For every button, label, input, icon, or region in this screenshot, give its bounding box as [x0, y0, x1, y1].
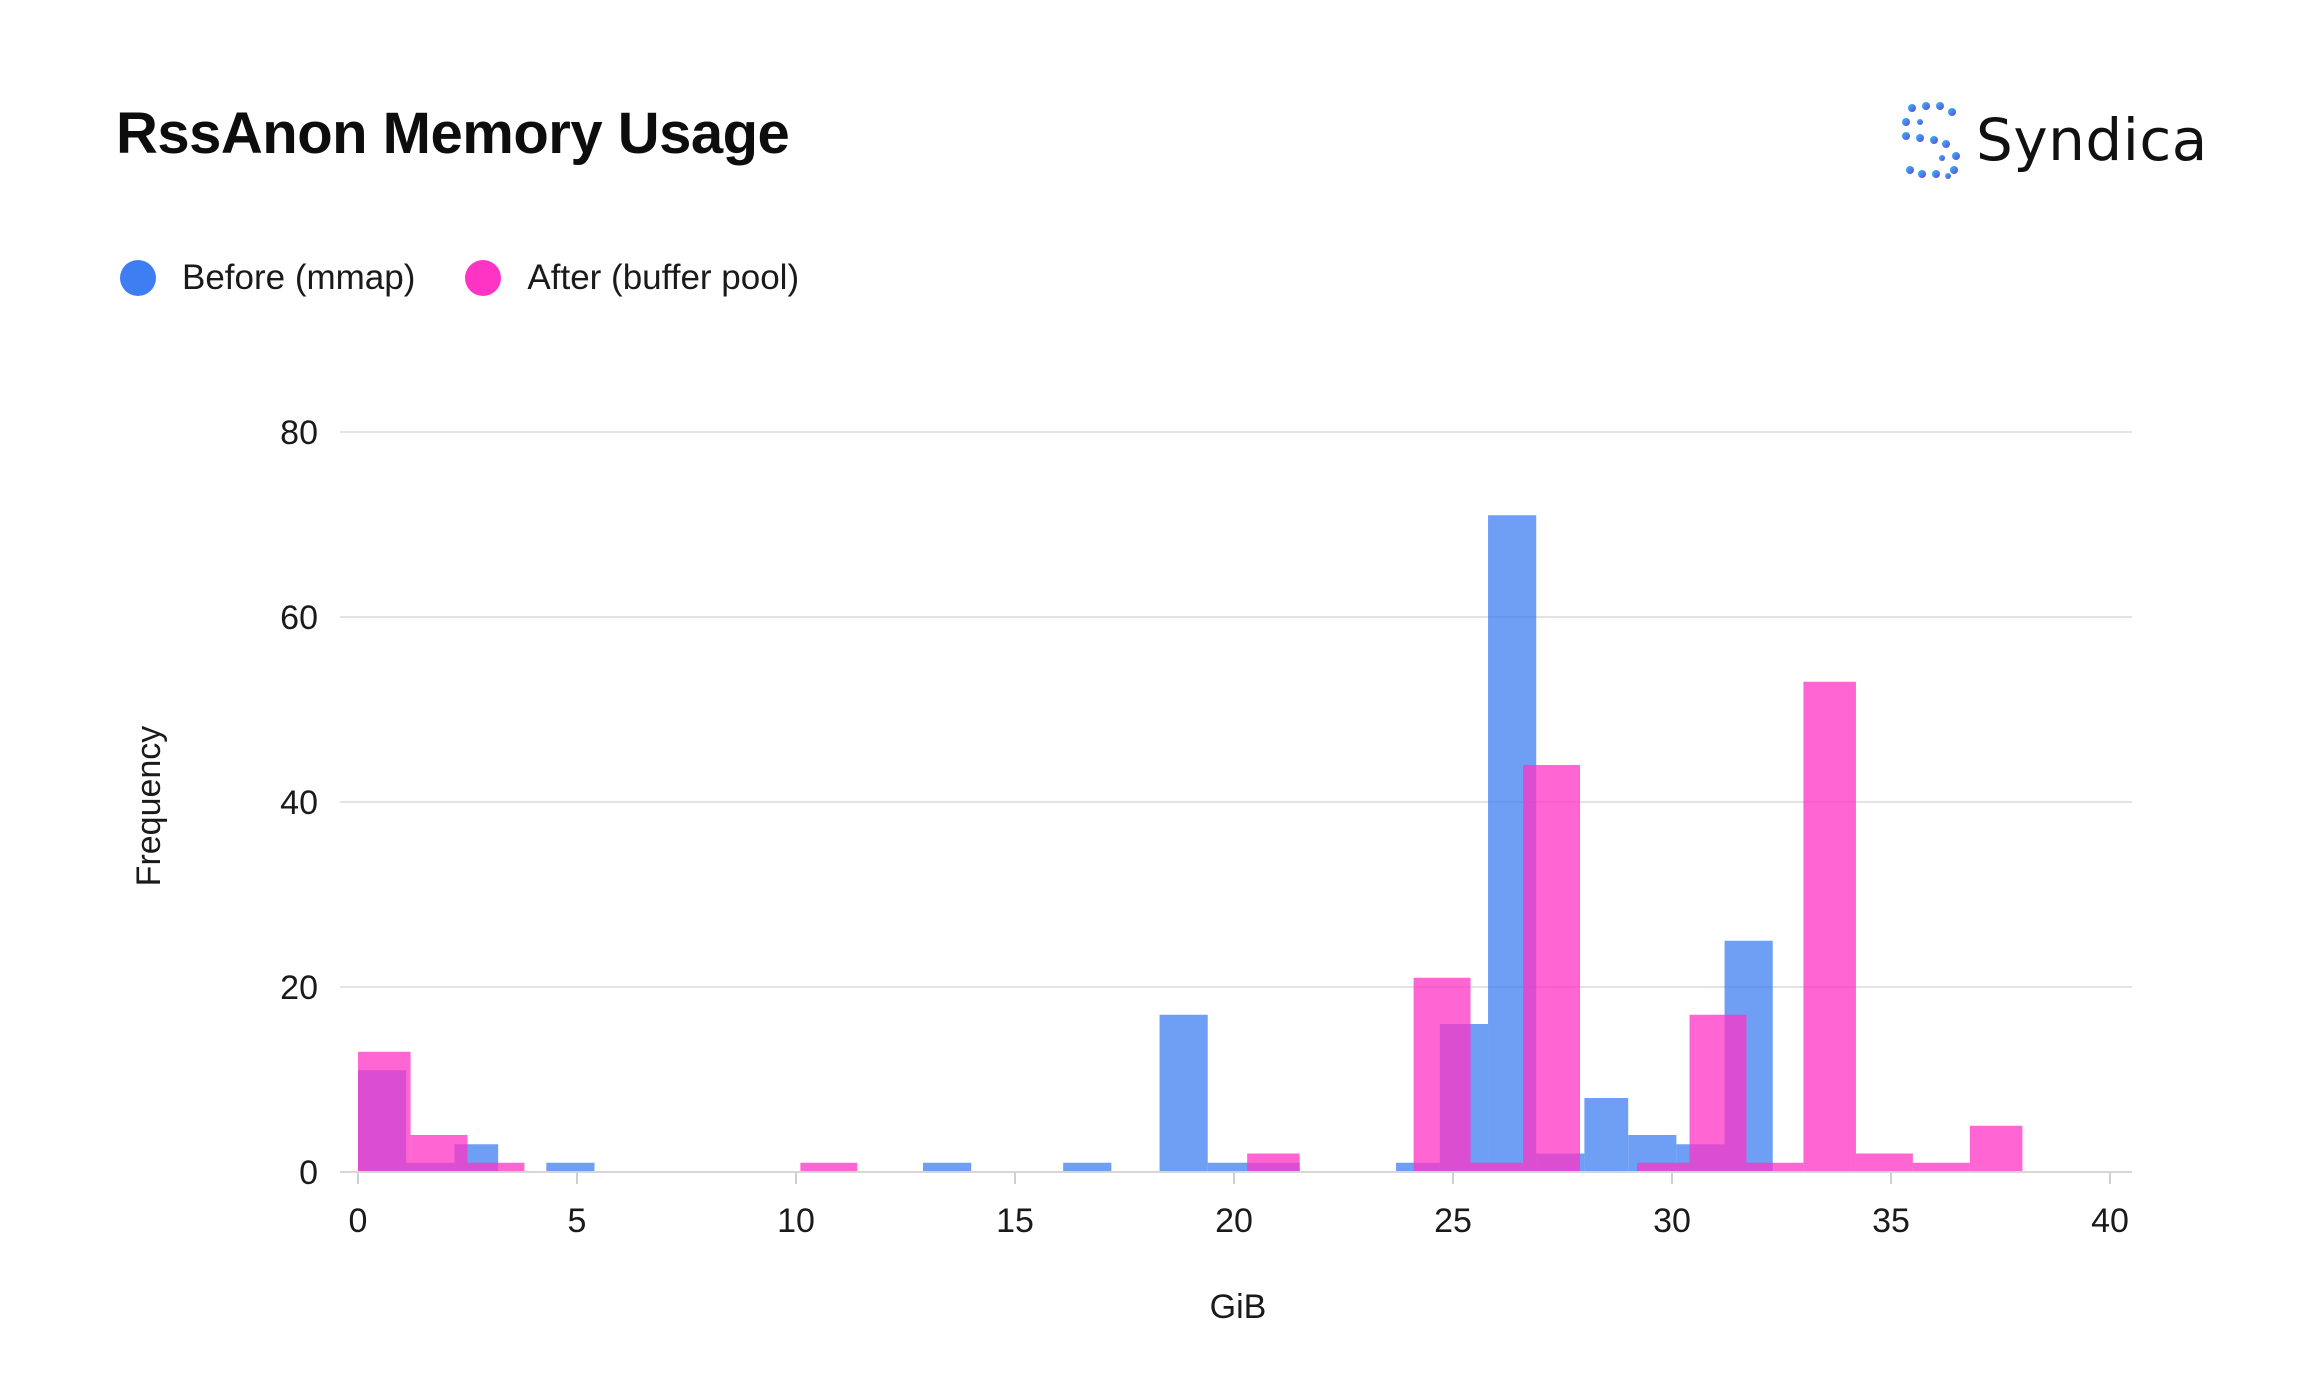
bar-after [1689, 1014, 1747, 1172]
bar-after [1969, 1125, 2023, 1172]
y-tick-label: 20 [280, 969, 318, 1007]
legend-label-after: After (buffer pool) [527, 258, 800, 297]
page-title: RssAnon Memory Usage [116, 101, 790, 166]
x-tick-label: 10 [777, 1202, 815, 1240]
x-tick-label: 35 [1872, 1202, 1910, 1240]
bar-after [1470, 1162, 1524, 1172]
bar-after [1855, 1153, 1913, 1172]
y-tick-label: 40 [280, 784, 318, 822]
brand: Syndica [1900, 100, 2208, 180]
bar-after [1523, 765, 1581, 1172]
bar-before [1063, 1162, 1112, 1172]
bar-after [410, 1135, 468, 1172]
x-axis-label: GiB [1210, 1288, 1267, 1326]
legend-swatch-before [120, 260, 156, 296]
y-axis-label: Frequency [130, 726, 168, 887]
y-tick-label: 60 [280, 599, 318, 637]
x-tick-label: 15 [996, 1202, 1034, 1240]
bar-after [1413, 977, 1471, 1172]
bar-after [1746, 1162, 1804, 1172]
y-tick-label: 80 [280, 414, 318, 452]
y-tick-label: 0 [299, 1154, 318, 1192]
legend-label-before: Before (mmap) [182, 258, 416, 297]
bar-before [1159, 1014, 1208, 1172]
bar-after [800, 1162, 858, 1172]
bar-after [1803, 681, 1856, 1172]
x-tick-label: 30 [1653, 1202, 1691, 1240]
legend-item-after[interactable]: After (buffer pool) [465, 258, 799, 298]
x-tick-label: 25 [1434, 1202, 1472, 1240]
bar-after [1912, 1162, 1970, 1172]
bar-after [358, 1051, 411, 1172]
bar-after [1247, 1153, 1300, 1172]
x-tick-label: 40 [2091, 1202, 2129, 1240]
bar-before [546, 1162, 595, 1172]
x-tick-label: 5 [568, 1202, 587, 1240]
brand-name: Syndica [1976, 106, 2208, 174]
x-tick-label: 0 [349, 1202, 368, 1240]
bar-before [1584, 1098, 1629, 1172]
syndica-logo-icon [1900, 100, 1962, 180]
bar-after [467, 1162, 525, 1172]
legend-item-before[interactable]: Before (mmap) [120, 258, 415, 298]
bar-after [1636, 1162, 1690, 1172]
chart-legend: Before (mmap) After (buffer pool) [120, 258, 849, 298]
legend-swatch-after [465, 260, 502, 296]
bar-before [923, 1162, 972, 1172]
x-tick-label: 20 [1215, 1202, 1253, 1240]
